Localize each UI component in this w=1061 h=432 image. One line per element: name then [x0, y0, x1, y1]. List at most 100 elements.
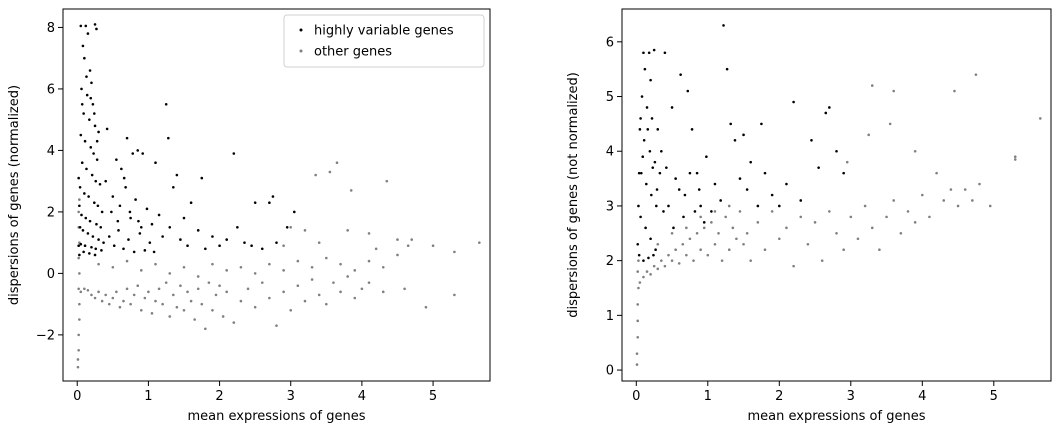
data-point: [138, 232, 142, 235]
data-point: [91, 235, 95, 238]
data-point: [225, 238, 228, 241]
data-point: [134, 198, 137, 201]
data-point: [677, 188, 681, 191]
data-point: [770, 193, 774, 197]
data-point: [112, 244, 116, 248]
data-point: [95, 158, 99, 161]
data-point: [655, 188, 659, 191]
data-point: [107, 235, 111, 238]
data-point: [367, 259, 371, 263]
legend-marker: [299, 28, 303, 32]
data-point: [268, 296, 271, 300]
data-point: [93, 253, 97, 257]
data-point: [799, 199, 803, 202]
data-point: [84, 24, 88, 28]
data-point: [193, 318, 196, 321]
data-point: [147, 290, 150, 294]
data-point: [828, 210, 831, 213]
data-point: [77, 244, 80, 248]
plot-frame: [621, 8, 1052, 382]
data-point: [78, 318, 81, 321]
y-tick-label: 6: [47, 82, 55, 97]
data-point: [663, 51, 667, 55]
x-tick-label: 4: [918, 389, 926, 404]
data-point: [110, 210, 113, 214]
data-point: [118, 305, 122, 309]
data-point: [906, 210, 910, 213]
data-point: [83, 192, 86, 195]
data-point: [196, 287, 200, 291]
x-tick-label: 1: [704, 389, 712, 404]
data-point: [97, 262, 100, 266]
data-point: [335, 161, 339, 165]
data-point: [745, 188, 749, 191]
data-point: [806, 242, 810, 246]
data-point: [111, 195, 115, 198]
data-point: [129, 216, 132, 220]
legend: highly variable genes other genes: [283, 14, 485, 68]
data-point: [131, 152, 135, 155]
data-point: [182, 265, 186, 269]
x-axis-label: mean expressions of genes: [188, 409, 366, 424]
data-point: [132, 293, 136, 297]
data-point: [956, 204, 960, 208]
data-point: [406, 244, 410, 248]
data-point: [810, 138, 813, 142]
data-point: [88, 69, 92, 72]
data-point: [636, 303, 640, 306]
data-point: [647, 51, 651, 55]
chart-panel-1: 0 1 2 3 4 5 −2 0 2 4 6 8 mean expressions of genes di…: [7, 8, 491, 424]
data-point: [692, 259, 695, 262]
data-point: [658, 171, 662, 175]
data-point: [642, 275, 645, 279]
data-point: [93, 23, 97, 26]
data-point: [90, 173, 94, 177]
data-point: [189, 201, 193, 204]
data-point: [749, 160, 752, 164]
data-point: [76, 365, 80, 369]
data-point: [339, 290, 342, 294]
data-point: [289, 225, 293, 229]
data-point: [699, 204, 702, 208]
data-point: [275, 324, 278, 327]
data-point: [756, 204, 760, 208]
data-point: [143, 296, 147, 300]
data-point: [125, 259, 129, 263]
data-point: [792, 264, 795, 268]
data-point: [232, 152, 236, 155]
data-point: [381, 265, 385, 269]
data-point: [453, 293, 456, 297]
data-point: [221, 315, 225, 318]
data-point: [100, 299, 104, 303]
y-axis-label: dispersions of genes (normalized): [7, 85, 22, 305]
data-point: [636, 319, 640, 323]
data-point: [86, 32, 90, 35]
y-tick-label: 0: [47, 267, 55, 282]
data-point: [888, 122, 892, 126]
data-point: [80, 213, 83, 217]
data-point: [670, 259, 674, 262]
data-point: [478, 241, 481, 244]
data-point: [148, 241, 152, 244]
data-point: [100, 249, 103, 252]
data-point: [785, 226, 788, 230]
data-point: [82, 250, 85, 254]
data-point: [650, 193, 653, 197]
data-point: [80, 87, 83, 91]
data-point: [77, 348, 80, 352]
y-axis-label: dispersions of genes (not normalized): [566, 72, 581, 318]
data-point: [115, 290, 118, 294]
data-point: [453, 250, 456, 254]
data-point: [92, 152, 95, 155]
data-point: [828, 106, 831, 109]
data-point: [697, 188, 701, 191]
data-point: [95, 139, 99, 143]
data-point: [85, 167, 88, 171]
data-point: [770, 210, 774, 213]
data-point: [637, 171, 641, 175]
data-point: [102, 241, 105, 244]
legend-entry: other genes: [314, 45, 392, 60]
data-point: [124, 186, 127, 189]
data-point: [143, 249, 147, 252]
data-point: [85, 93, 89, 97]
